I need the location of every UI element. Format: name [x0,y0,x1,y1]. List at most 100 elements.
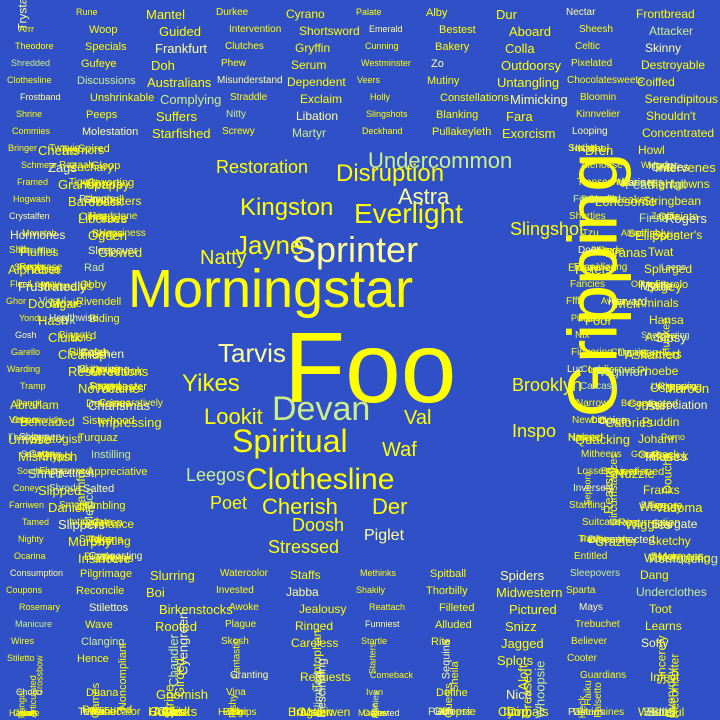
word-30: Stressed [268,537,340,557]
word-267: Justin [635,398,669,413]
word-150: Crystalfen [9,211,50,221]
word-385: Reattach [369,602,406,612]
word-45: Emerald [369,24,403,34]
word-179: Twat [648,245,674,259]
word-72: Australians [147,75,212,90]
word-178: Doot [578,245,600,256]
word-64: Serum [291,58,327,72]
word-342: Murphy [68,534,112,549]
word-304: Prettiest [50,466,95,480]
word-333: Intimidate [69,517,113,528]
word-41: Woop [89,24,118,36]
word-343: Studios [79,534,113,545]
word-160: Monstah [22,228,57,238]
word-124: Zachary [70,160,114,174]
word-249: Phoebe [637,364,679,378]
word-251: Propmaster [90,381,147,393]
word-283: Shimmery [19,432,65,443]
word-307: Nuzzle [615,466,655,481]
word-82: Complying [160,92,222,107]
word-191: Obby [80,279,107,291]
word-456: Pioneers [428,706,472,718]
word-246: Ludicrous [588,364,636,376]
word-117: Dren [585,143,614,158]
word-18: Restoration [216,157,309,177]
word-69: Destroyable [641,58,706,72]
word-96: Blanking [436,109,479,121]
word-381: Stilettos [89,602,129,614]
word-87: Mimicking [510,92,568,107]
word-234: Freshen [80,347,125,361]
word-485: Outta [363,708,386,718]
word-298: Mitheens [581,449,622,460]
word-169: Sprinter's [652,228,703,242]
word-261: Delicious [86,398,131,410]
word-387: Pictured [509,602,557,617]
word-174: Fluffies [20,245,59,259]
word-474: Ogden [297,705,334,719]
word-364: Staffs [290,568,321,582]
word-66: Zo [431,58,444,70]
word-67: Outdoorsy [501,58,561,73]
word-398: Trebuchet [575,619,620,630]
word-241: Murmuring [77,364,130,376]
word-400: Wires [11,636,34,646]
word-359: Worshipping [644,551,711,565]
word-243: Skittering [79,364,121,375]
word-50: Theodore [15,41,54,51]
word-289: Johann [638,432,678,446]
word-377: Midwestern [496,585,563,600]
word-20: Brooklyn [512,375,583,395]
word-188: Propellering [574,262,628,273]
word-418: Cooter [567,653,598,664]
word-347: Crazier [595,534,637,549]
word-147: Lonesome [595,194,656,209]
word-171: Sleepover [88,245,138,257]
word-192: Frustratedly [18,279,87,294]
word-12: Lookit [204,404,263,429]
word-361: Pilgrimage [80,568,132,580]
word-384: Jealousy [299,602,347,616]
word-294: Glyph [40,449,72,463]
word-238: Fingering [571,347,613,358]
word-278: Newbie [572,415,606,426]
word-432: Gnomish [156,687,209,702]
word-81: Unshrinkable [90,92,155,104]
word-247: Regimen [595,364,648,379]
word-120: Schmear [21,160,58,170]
word-340: Nighty [18,534,44,544]
word-320: Farriwen [9,500,45,510]
word-429: Infect [650,670,680,684]
word-190: Fleet [10,279,31,289]
word-478: Er [577,707,587,718]
word-16: Undercommon [368,148,513,173]
word-28: Poet [210,493,248,513]
word-407: Jagged [501,636,544,651]
word-321: Humbling [79,500,126,512]
word-233: Ribcage [69,347,106,358]
word-91: Peeps [86,109,118,121]
word-57: Colla [505,41,535,56]
word-351: Biggie [84,551,115,563]
word-375: Shakily [356,585,386,595]
word-373: Invested [216,585,254,596]
word-458: Pastries [568,707,605,718]
word-94: Libation [296,109,339,123]
word-256: Prepping [658,381,703,393]
word-53: Clutches [225,41,264,52]
word-484: Im [293,705,307,719]
word-281: Turquaz [78,432,118,444]
word-22: Val [404,407,432,429]
word-177: Dranas [605,245,647,260]
word-282: Unwise [8,432,51,447]
word-60: Shredded [11,58,51,68]
word-88: Bloomin [580,92,617,103]
word-209: Aminals [636,296,679,310]
word-260: Dangit [16,398,43,408]
word-115: Hoodrat [571,143,604,153]
word-313: Shreds [49,483,81,494]
word-306: Questioned [608,466,665,478]
word-35: Palate [356,7,382,17]
word-143: Fshoom [79,194,116,205]
word-230: Garello [11,347,41,357]
